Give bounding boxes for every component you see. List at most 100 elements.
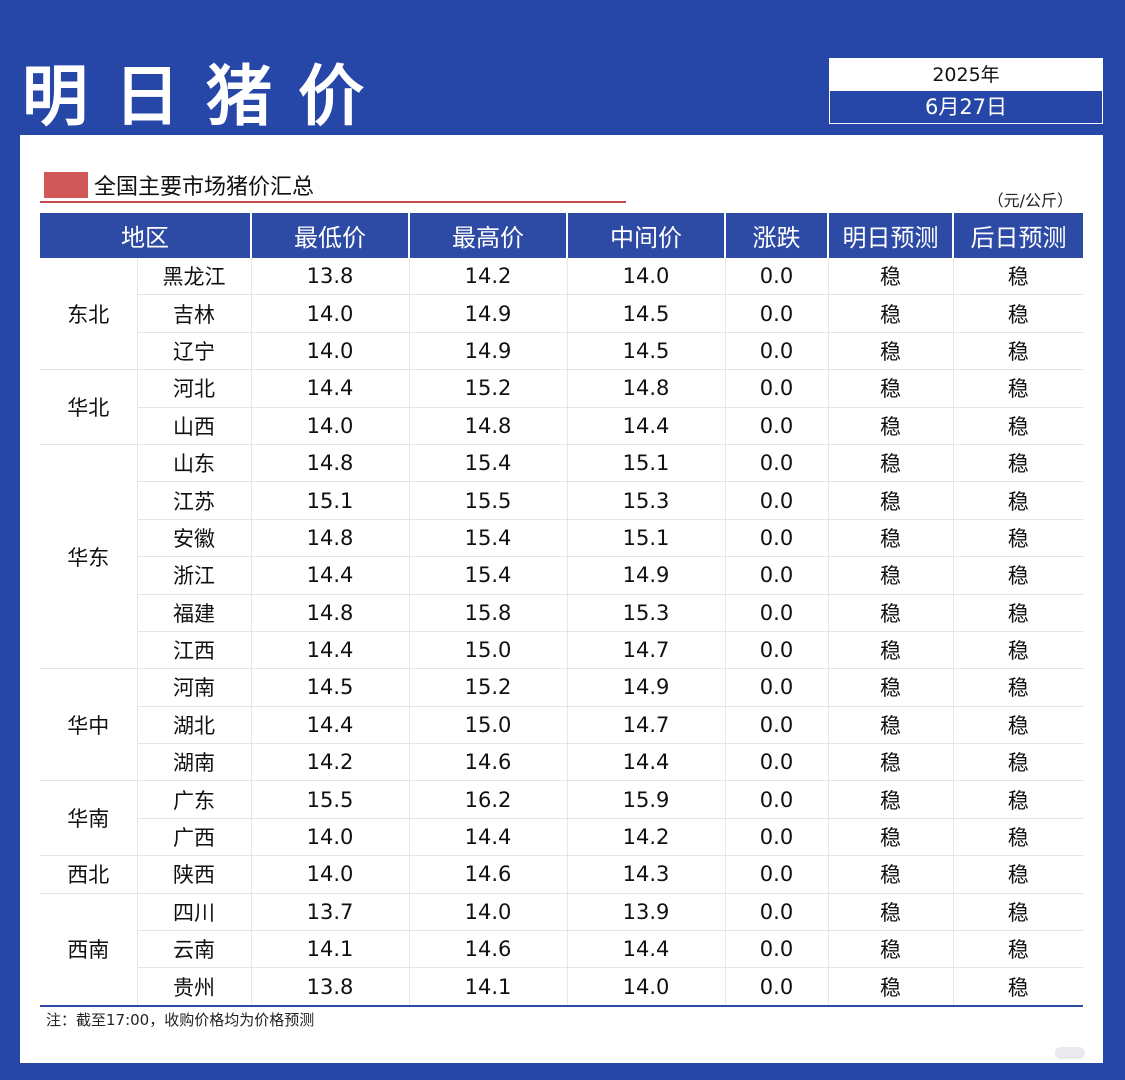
change-cell: 0.0 — [725, 407, 829, 445]
table-row: 辽宁 14.0 14.9 14.5 0.0 稳稳 — [40, 332, 1083, 371]
max-price-cell: 15.4 — [409, 519, 568, 558]
max-price-cell: 14.1 — [409, 967, 568, 1007]
region-cell: 华南 — [40, 780, 138, 857]
tomorrow-forecast-cell: 稳 — [828, 258, 954, 296]
tomorrow-forecast-cell: 稳 — [828, 743, 954, 782]
table-row: 西南 四川 13.7 14.0 13.9 0.0 稳稳 — [40, 893, 1083, 1007]
mid-price-cell: 15.3 — [567, 481, 726, 520]
min-price-cell: 14.4 — [251, 706, 410, 745]
tomorrow-forecast-cell: 稳 — [828, 407, 954, 445]
province-cell: 江西 — [137, 631, 252, 670]
province-cell: 湖南 — [137, 743, 252, 782]
year-label: 2025年 — [830, 59, 1102, 91]
max-price-cell: 14.6 — [409, 855, 568, 894]
tomorrow-forecast-cell: 稳 — [828, 631, 954, 670]
min-price-cell: 14.0 — [251, 407, 410, 445]
change-cell: 0.0 — [725, 706, 829, 745]
table-row: 华中 河南 14.5 15.2 14.9 0.0 稳稳 — [40, 668, 1083, 782]
mid-price-cell: 15.3 — [567, 594, 726, 632]
change-cell: 0.0 — [725, 893, 829, 932]
table-body: 东北 黑龙江 13.8 14.2 14.0 0.0 稳稳吉林 14.0 14.9 14.5 0.0 稳… — [40, 258, 1083, 1007]
mid-price-cell: 14.0 — [567, 258, 726, 296]
tomorrow-forecast-cell: 稳 — [828, 855, 954, 894]
province-cell: 河南 — [137, 668, 252, 707]
price-table: 地区 最低价 最高价 中间价 涨跌 明日预测 后日预测 东北 黑龙江 13.8 14.… — [40, 213, 1083, 1007]
min-price-cell: 15.5 — [251, 780, 410, 819]
col-header-change: 涨跌 — [725, 213, 829, 258]
table-row: 福建 14.8 15.8 15.3 0.0 稳稳 — [40, 594, 1083, 632]
col-header-day-after-forecast: 后日预测 — [953, 213, 1083, 258]
tomorrow-forecast-cell: 稳 — [828, 444, 954, 483]
province-cell: 吉林 — [137, 294, 252, 333]
day-after-forecast-cell: 稳 — [953, 369, 1083, 408]
tomorrow-forecast-cell: 稳 — [828, 780, 954, 819]
province-cell: 广西 — [137, 818, 252, 857]
max-price-cell: 14.9 — [409, 332, 568, 371]
min-price-cell: 15.1 — [251, 481, 410, 520]
change-cell: 0.0 — [725, 594, 829, 632]
table-row: 贵州 13.8 14.1 14.0 0.0 稳稳 — [40, 967, 1083, 1007]
table-row: 西北 陕西 14.0 14.6 14.3 0.0 稳稳 — [40, 855, 1083, 894]
table-row: 吉林 14.0 14.9 14.5 0.0 稳稳 — [40, 294, 1083, 333]
table-row: 浙江 14.4 15.4 14.9 0.0 稳稳 — [40, 556, 1083, 595]
region-cell: 西北 — [40, 855, 138, 894]
day-after-forecast-cell: 稳 — [953, 967, 1083, 1007]
mid-price-cell: 14.5 — [567, 294, 726, 333]
mid-price-cell: 14.0 — [567, 967, 726, 1007]
day-after-forecast-cell: 稳 — [953, 668, 1083, 707]
day-after-forecast-cell: 稳 — [953, 818, 1083, 857]
province-cell: 贵州 — [137, 967, 252, 1007]
province-cell: 安徽 — [137, 519, 252, 558]
min-price-cell: 13.7 — [251, 893, 410, 932]
max-price-cell: 14.8 — [409, 407, 568, 445]
region-cell: 西南 — [40, 893, 138, 1007]
province-cell: 山西 — [137, 407, 252, 445]
province-cell: 河北 — [137, 369, 252, 408]
mid-price-cell: 14.5 — [567, 332, 726, 371]
max-price-cell: 14.6 — [409, 930, 568, 969]
table-row: 华北 河北 14.4 15.2 14.8 0.0 稳稳 — [40, 369, 1083, 445]
tomorrow-forecast-cell: 稳 — [828, 332, 954, 371]
mid-price-cell: 14.4 — [567, 930, 726, 969]
day-after-forecast-cell: 稳 — [953, 444, 1083, 483]
mid-price-cell: 14.3 — [567, 855, 726, 894]
tomorrow-forecast-cell: 稳 — [828, 930, 954, 969]
change-cell: 0.0 — [725, 369, 829, 408]
change-cell: 0.0 — [725, 930, 829, 969]
mid-price-cell: 15.1 — [567, 519, 726, 558]
min-price-cell: 14.4 — [251, 369, 410, 408]
tomorrow-forecast-cell: 稳 — [828, 668, 954, 707]
province-cell: 山东 — [137, 444, 252, 483]
section-title: 全国主要市场猪价汇总 — [94, 175, 315, 200]
tomorrow-forecast-cell: 稳 — [828, 967, 954, 1007]
min-price-cell: 14.1 — [251, 930, 410, 969]
table-row: 江苏 15.1 15.5 15.3 0.0 稳稳 — [40, 481, 1083, 520]
max-price-cell: 15.0 — [409, 631, 568, 670]
day-after-forecast-cell: 稳 — [953, 594, 1083, 632]
min-price-cell: 13.8 — [251, 258, 410, 296]
unit-label: （元/公斤） — [987, 191, 1073, 210]
day-after-forecast-cell: 稳 — [953, 631, 1083, 670]
max-price-cell: 15.2 — [409, 668, 568, 707]
tomorrow-forecast-cell: 稳 — [828, 893, 954, 932]
max-price-cell: 14.6 — [409, 743, 568, 782]
mid-price-cell: 14.8 — [567, 369, 726, 408]
change-cell: 0.0 — [725, 444, 829, 483]
footnote: 注：截至17:00，收购价格均为价格预测 — [46, 1011, 315, 1029]
province-cell: 湖北 — [137, 706, 252, 745]
section-marker — [44, 172, 88, 198]
mid-price-cell: 14.4 — [567, 743, 726, 782]
tomorrow-forecast-cell: 稳 — [828, 294, 954, 333]
max-price-cell: 15.0 — [409, 706, 568, 745]
min-price-cell: 14.8 — [251, 594, 410, 632]
mid-price-cell: 14.2 — [567, 818, 726, 857]
max-price-cell: 14.2 — [409, 258, 568, 296]
mid-price-cell: 13.9 — [567, 893, 726, 932]
table-row: 云南 14.1 14.6 14.4 0.0 稳稳 — [40, 930, 1083, 969]
max-price-cell: 14.4 — [409, 818, 568, 857]
change-cell: 0.0 — [725, 967, 829, 1007]
max-price-cell: 15.4 — [409, 444, 568, 483]
mid-price-cell: 15.1 — [567, 444, 726, 483]
date-box: 2025年 6月27日 — [829, 58, 1103, 124]
tomorrow-forecast-cell: 稳 — [828, 818, 954, 857]
